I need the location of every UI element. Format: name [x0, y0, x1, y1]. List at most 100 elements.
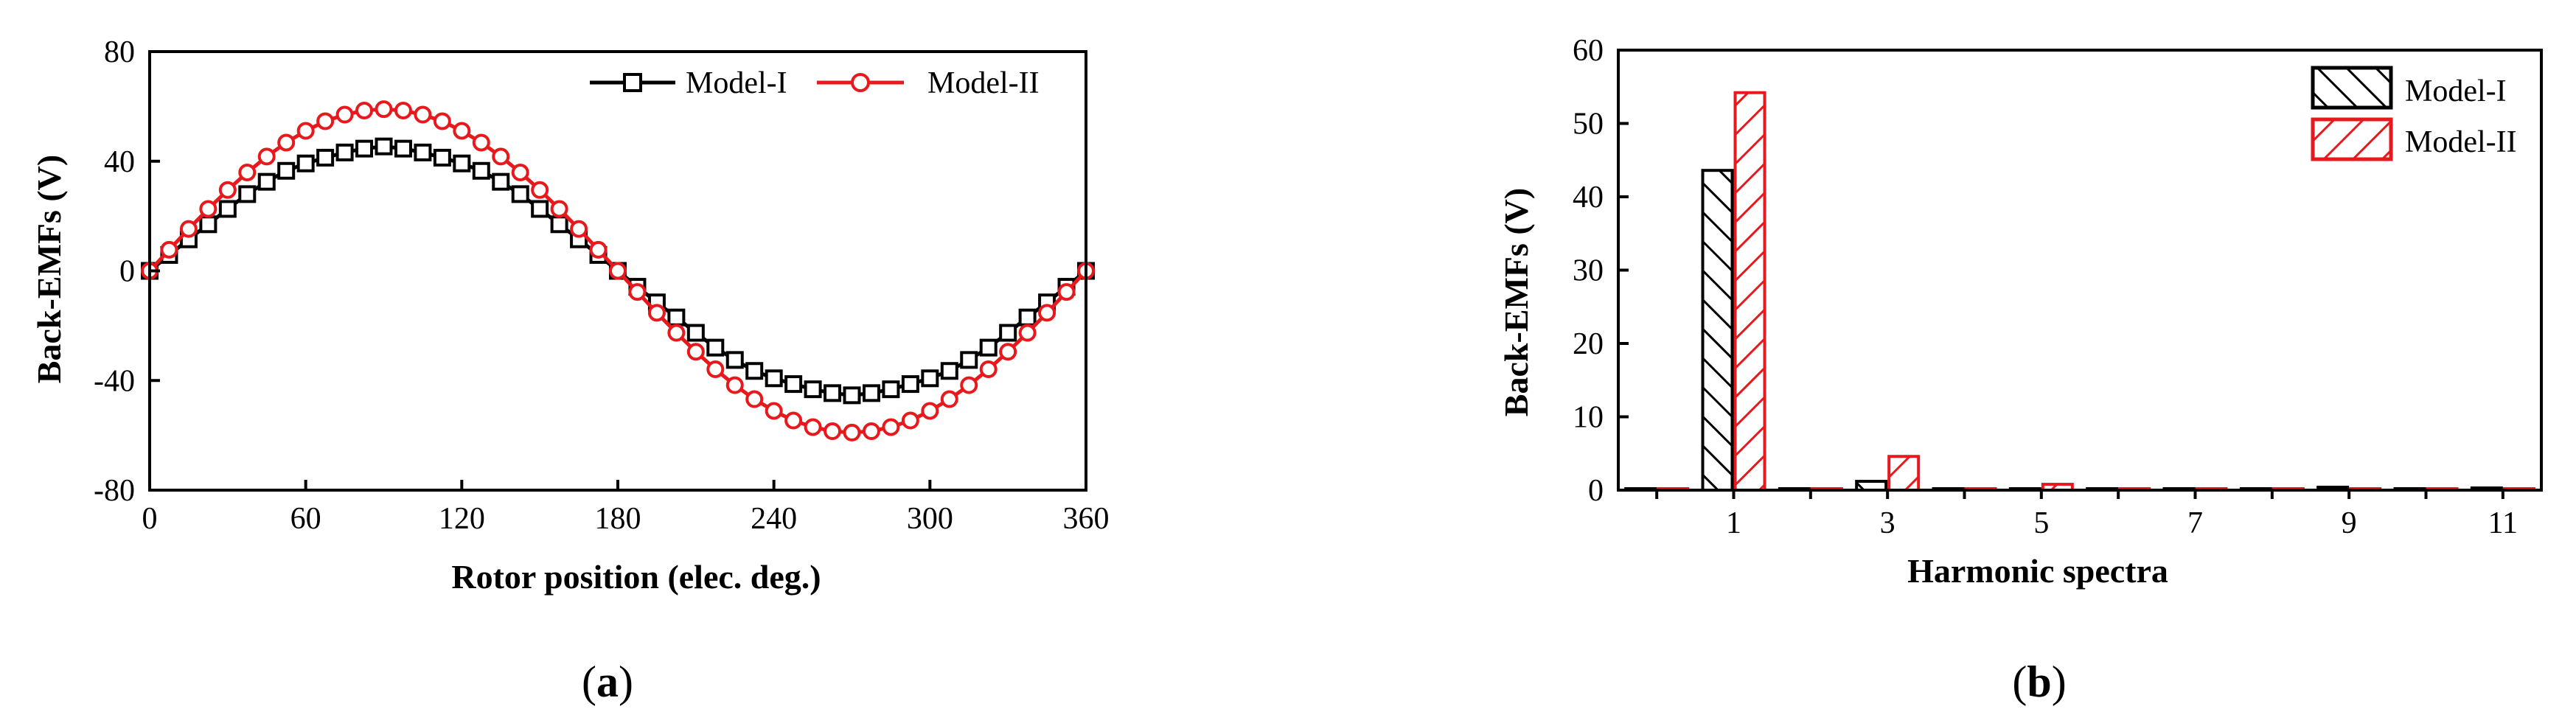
legend-model-i-swatch	[2311, 66, 2393, 110]
model-i-point	[706, 338, 725, 357]
chart-b-legend: Model-I Model-II	[2311, 66, 2517, 161]
model-i-point	[355, 139, 374, 158]
legend-model-ii-label: Model-II	[927, 66, 1040, 100]
model-i-point	[492, 172, 510, 191]
model-i-point	[940, 362, 958, 380]
y-tick-label: 10	[1573, 401, 1604, 435]
legend-model-ii-marker	[851, 73, 870, 92]
bar-model-ii	[1887, 455, 1921, 492]
model-ii-point	[784, 411, 803, 430]
model-ii-point	[531, 181, 549, 199]
chart-b-xlabel: Harmonic spectra	[1907, 552, 2168, 590]
x-tick-label: 11	[2488, 506, 2518, 540]
model-ii-point	[257, 147, 276, 166]
model-ii-point	[960, 376, 978, 394]
x-tick-label: 300	[907, 502, 953, 536]
x-tick-label: 180	[595, 502, 641, 536]
model-ii-point	[472, 133, 490, 152]
model-i-point	[316, 148, 335, 167]
x-tick-label: 0	[142, 502, 158, 536]
model-ii-point	[609, 262, 627, 280]
model-i-point	[375, 137, 393, 156]
model-ii-point	[375, 100, 393, 119]
model-ii-point	[940, 390, 958, 408]
y-tick-label: 60	[1573, 34, 1604, 68]
model-i-point	[667, 308, 686, 327]
model-i-point	[824, 384, 842, 402]
model-i-point	[257, 172, 276, 191]
chart-b: 1 3 5 7 9 11 0 10 20 30 40 50 60 Harmonic spectra Ba…	[1497, 34, 2543, 590]
model-i-point	[296, 154, 315, 172]
chart-b-marks	[1624, 91, 2535, 492]
chart-a-axes: 0 60 120 180 240 300 360 -80 -40 0 40 80	[94, 35, 1110, 536]
model-ii-point	[199, 200, 217, 218]
legend-model-i-marker	[623, 73, 642, 92]
model-ii-point	[1038, 304, 1056, 322]
model-ii-point	[160, 240, 178, 259]
model-i-point	[960, 351, 978, 369]
model-ii-point	[1018, 324, 1037, 342]
model-i-point	[862, 384, 880, 402]
y-tick-label: 0	[119, 255, 135, 289]
model-i-point	[882, 380, 900, 399]
model-ii-point	[453, 122, 471, 140]
chart-a-xlabel: Rotor position (elec. deg.)	[451, 558, 821, 596]
model-i-point	[921, 369, 939, 388]
model-ii-point	[921, 402, 939, 420]
chart-a-legend: Model-I Model-II	[590, 66, 1040, 100]
model-ii-point	[647, 304, 666, 322]
model-ii-point	[335, 105, 354, 124]
legend-model-i-label: Model-I	[686, 66, 787, 100]
model-i-point	[979, 338, 998, 357]
x-tick-label: 7	[2187, 506, 2203, 540]
x-tick-label: 60	[290, 502, 321, 536]
model-i-point	[725, 351, 744, 369]
model-i-point	[199, 215, 217, 234]
model-ii-point	[511, 163, 529, 181]
model-i-point	[238, 185, 257, 203]
y-tick-label: 0	[1588, 474, 1604, 508]
bar-model-i	[1701, 169, 1734, 492]
model-ii-point	[550, 200, 568, 218]
chart-a-ylabel: Back-EMFs (V)	[30, 155, 68, 383]
model-i-point	[999, 324, 1017, 342]
model-ii-point	[745, 390, 764, 408]
y-tick-label: -80	[94, 474, 135, 508]
caption-b: (b)	[2012, 657, 2066, 706]
chart-b-axes: 1 3 5 7 9 11 0 10 20 30 40 50 60	[1573, 34, 2543, 540]
model-i-point	[784, 375, 803, 394]
x-tick-label: 3	[1880, 506, 1896, 540]
x-tick-label: 5	[2033, 506, 2049, 540]
model-ii-point	[882, 418, 900, 436]
model-i-point	[843, 386, 861, 405]
model-ii-point	[296, 122, 315, 140]
model-i-point	[472, 161, 490, 180]
model-i-point	[804, 380, 822, 399]
model-ii-point	[999, 343, 1017, 361]
model-i-point	[453, 154, 471, 172]
x-tick-label: 1	[1726, 506, 1741, 540]
legend-model-i-label-b: Model-I	[2405, 74, 2507, 108]
bar-model-ii	[1733, 91, 1766, 492]
model-ii-point	[686, 343, 705, 361]
model-ii-point	[901, 411, 919, 430]
x-tick-label: 9	[2342, 506, 2357, 540]
model-i-point	[745, 362, 764, 380]
model-ii-point	[628, 283, 647, 301]
model-ii-point	[277, 133, 296, 152]
model-ii-point	[238, 163, 257, 181]
model-ii-point	[218, 181, 237, 199]
y-tick-label: 30	[1573, 254, 1604, 288]
model-ii-point	[706, 360, 725, 379]
caption-a: (a)	[582, 657, 633, 706]
y-tick-label: 80	[104, 35, 135, 69]
model-i-point	[414, 143, 432, 161]
model-ii-point	[804, 418, 822, 436]
y-tick-label: 40	[104, 145, 135, 179]
model-ii-point	[667, 324, 686, 342]
model-i-point	[335, 143, 354, 161]
model-ii-point	[862, 422, 880, 441]
y-tick-label: -40	[94, 364, 135, 398]
model-i-point	[550, 215, 568, 234]
model-ii-point	[570, 220, 588, 238]
